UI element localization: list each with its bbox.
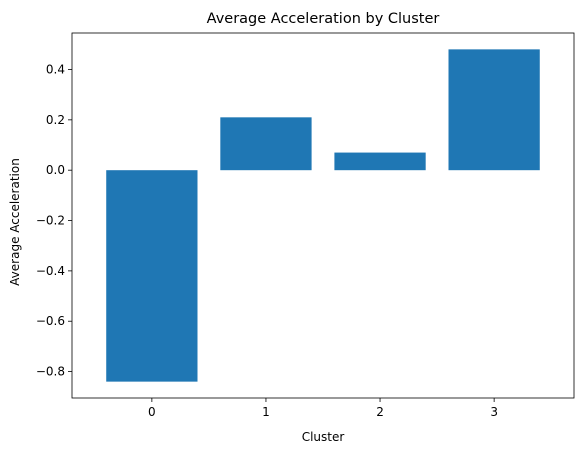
x-tick-label: 3 [490,405,498,419]
bar-cluster-3 [449,49,540,170]
chart-title: Average Acceleration by Cluster [207,11,440,27]
y-axis-label: Average Acceleration [8,158,22,286]
y-tick-label: 0.4 [46,63,65,77]
y-tick-label: −0.6 [36,314,65,328]
x-tick-label: 0 [148,405,156,419]
y-tick-label: −0.8 [36,365,65,379]
bar-cluster-1 [220,117,311,170]
x-tick-label: 2 [376,405,384,419]
y-tick-label: 0.2 [46,113,65,127]
y-tick-label: −0.4 [36,264,65,278]
x-axis-label: Cluster [302,430,345,444]
bar-cluster-0 [106,170,197,381]
x-tick-label: 1 [262,405,270,419]
bar-cluster-2 [334,153,425,171]
y-tick-label: −0.2 [36,214,65,228]
y-tick-label: 0.0 [46,163,65,177]
